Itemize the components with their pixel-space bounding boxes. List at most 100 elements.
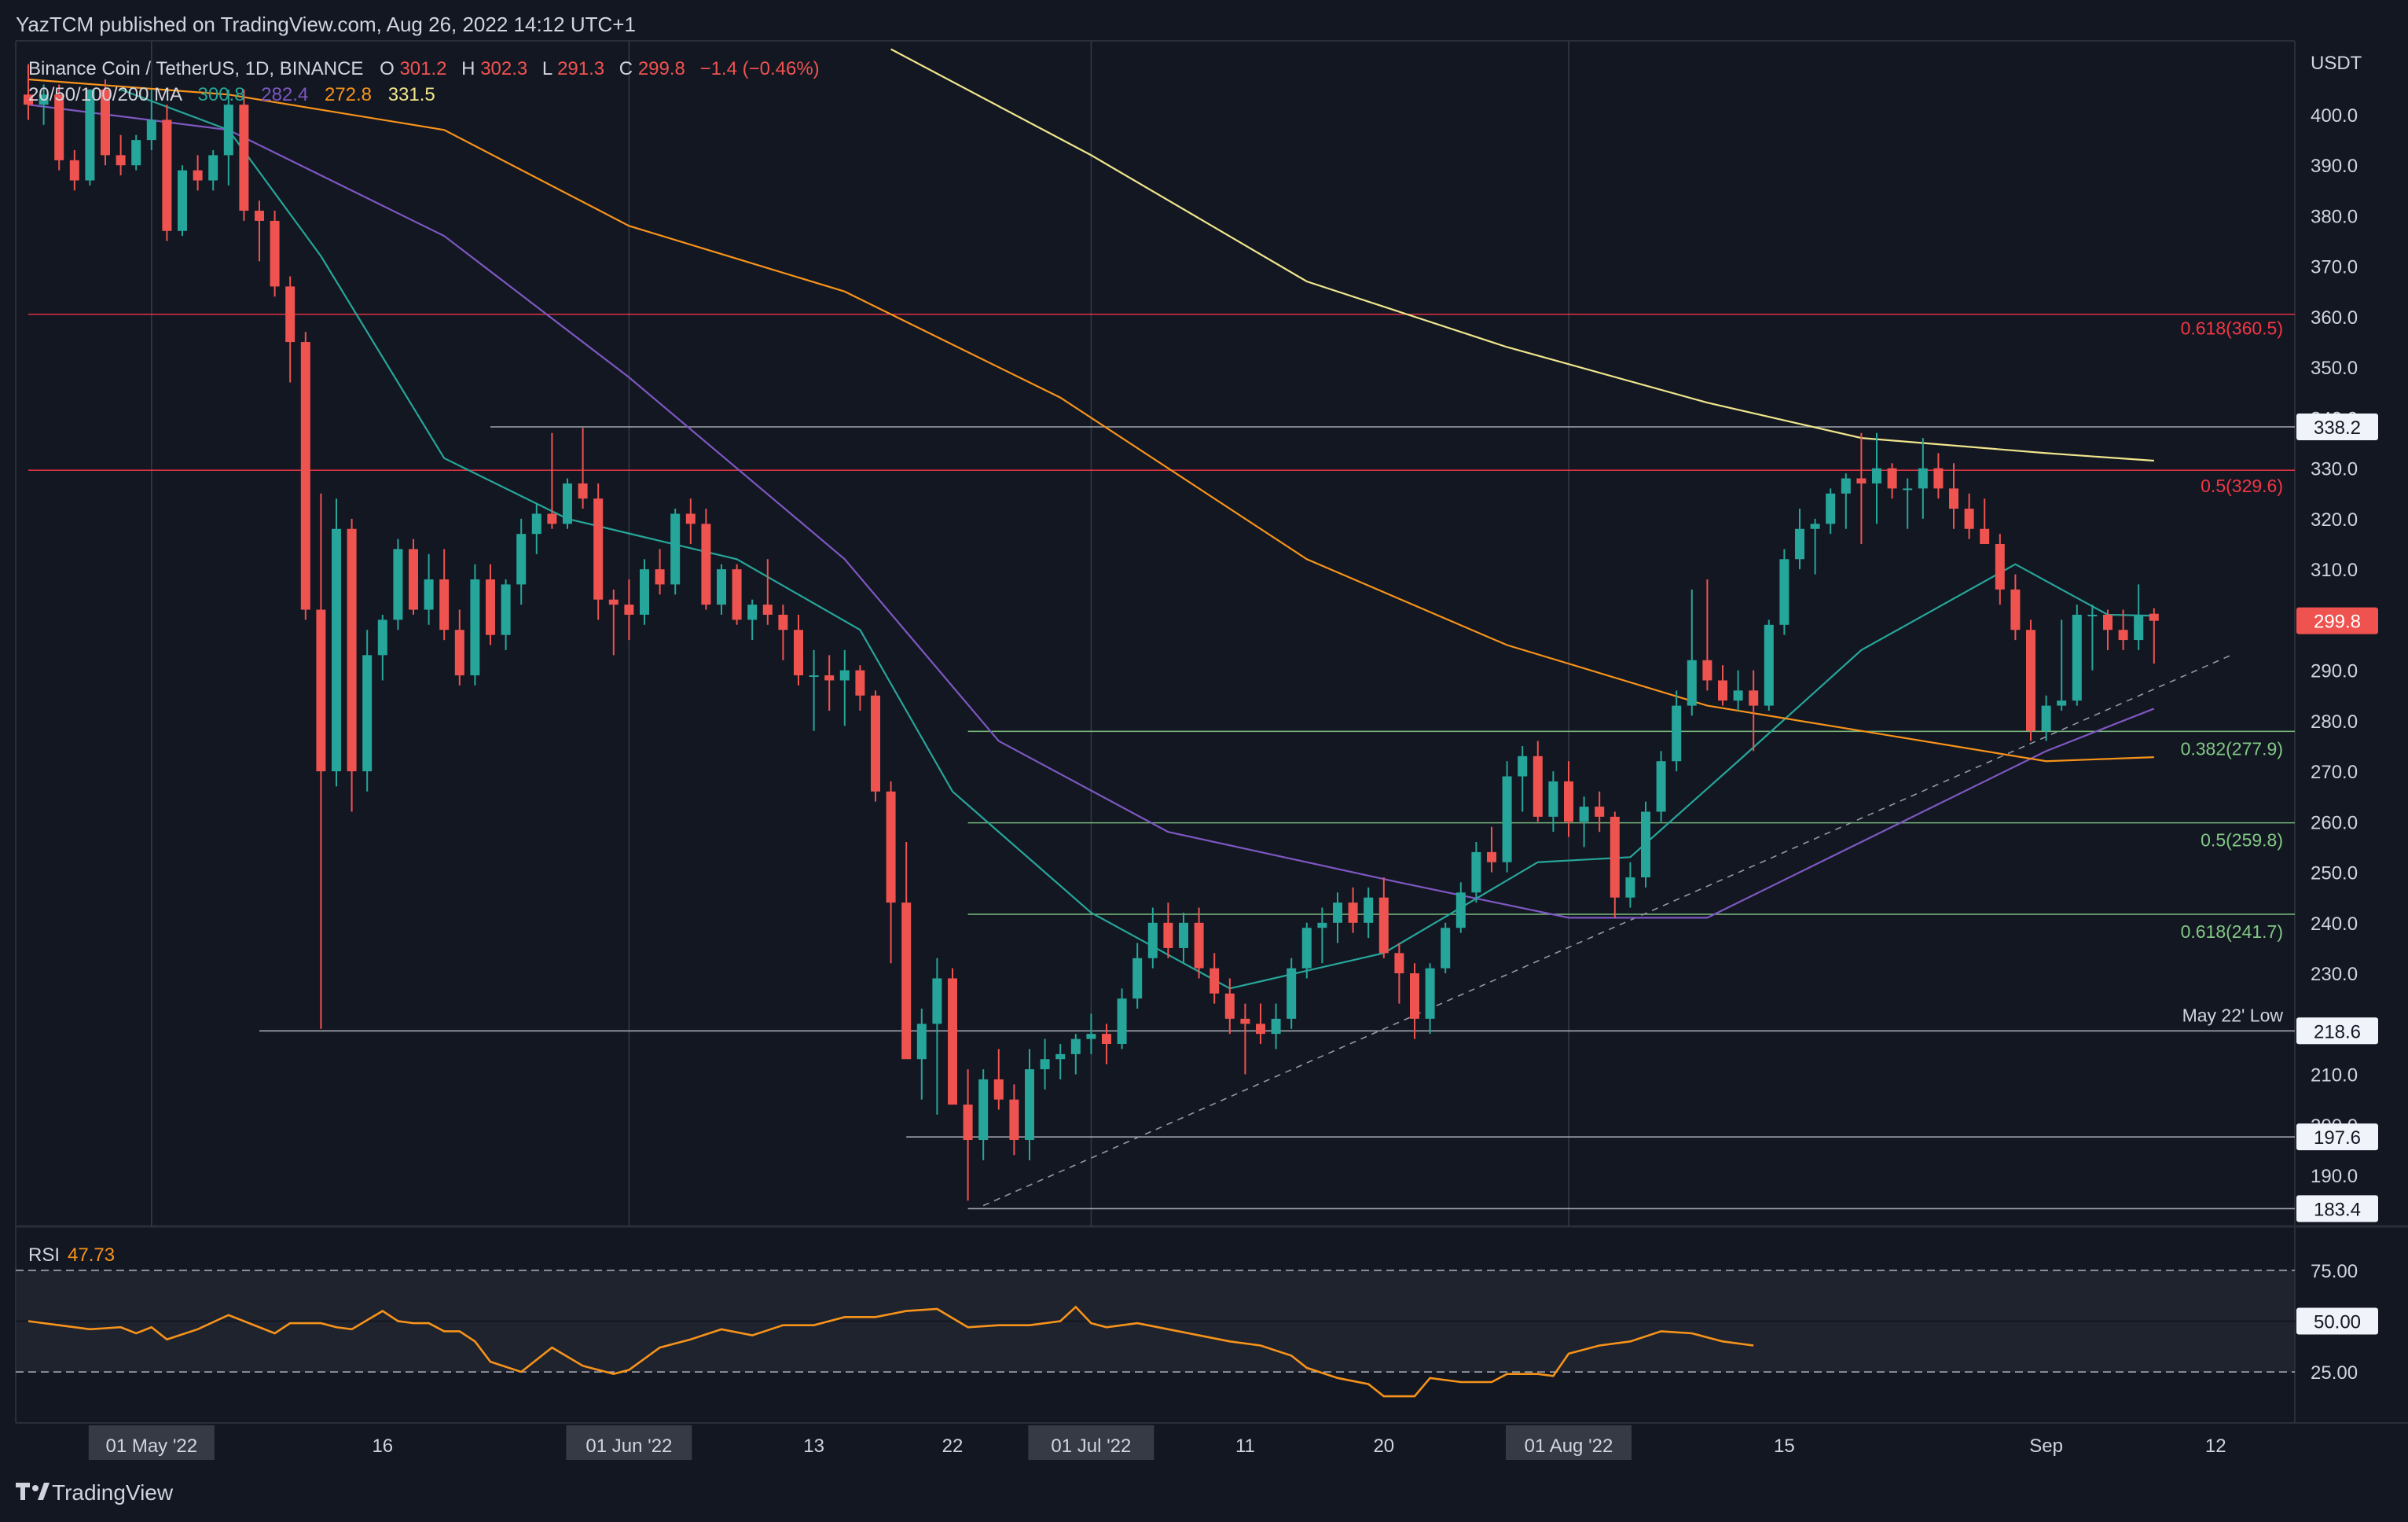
candle[interactable] bbox=[1533, 741, 1543, 822]
candle[interactable] bbox=[332, 498, 341, 787]
candle[interactable] bbox=[1903, 478, 1913, 529]
candle[interactable] bbox=[2041, 695, 2051, 741]
candle[interactable] bbox=[300, 332, 310, 620]
candle[interactable] bbox=[1055, 1043, 1066, 1079]
candle[interactable] bbox=[1564, 761, 1573, 837]
candle[interactable] bbox=[916, 1009, 927, 1100]
candle[interactable] bbox=[1132, 943, 1143, 1009]
candle[interactable] bbox=[778, 605, 788, 660]
candle[interactable] bbox=[362, 630, 373, 792]
candle[interactable] bbox=[824, 655, 835, 711]
candle[interactable] bbox=[531, 503, 541, 554]
candle[interactable] bbox=[39, 84, 49, 125]
candle[interactable] bbox=[1147, 907, 1158, 969]
candle[interactable] bbox=[1518, 745, 1528, 812]
candle[interactable] bbox=[809, 649, 819, 731]
candle[interactable] bbox=[1102, 1024, 1111, 1064]
candle[interactable] bbox=[1194, 907, 1204, 979]
candle[interactable] bbox=[624, 579, 634, 641]
candle[interactable] bbox=[1610, 811, 1620, 918]
candle[interactable] bbox=[563, 478, 572, 529]
candle[interactable] bbox=[101, 79, 110, 166]
candle[interactable] bbox=[270, 211, 280, 297]
candle[interactable] bbox=[1872, 432, 1881, 524]
candle[interactable] bbox=[239, 89, 249, 221]
candle[interactable] bbox=[901, 842, 912, 1060]
candle[interactable] bbox=[640, 559, 649, 625]
candle[interactable] bbox=[1795, 509, 1804, 570]
candle[interactable] bbox=[993, 1049, 1004, 1110]
candle[interactable] bbox=[1364, 887, 1374, 939]
candle[interactable] bbox=[948, 968, 957, 1105]
candlestick-layer[interactable] bbox=[24, 64, 2159, 1201]
candle[interactable] bbox=[393, 539, 403, 630]
candle[interactable] bbox=[2010, 574, 2021, 641]
candle[interactable] bbox=[1764, 619, 1774, 711]
candle[interactable] bbox=[1625, 862, 1635, 908]
candle[interactable] bbox=[2026, 619, 2035, 741]
candle[interactable] bbox=[1595, 791, 1605, 833]
candle[interactable] bbox=[1271, 1003, 1281, 1050]
candle[interactable] bbox=[1826, 488, 1836, 535]
candle[interactable] bbox=[2134, 584, 2144, 650]
candle[interactable] bbox=[1687, 589, 1697, 716]
candle[interactable] bbox=[1117, 988, 1127, 1050]
candle[interactable] bbox=[1810, 518, 1820, 575]
candle[interactable] bbox=[1933, 453, 1944, 499]
candle[interactable] bbox=[1841, 473, 1851, 529]
candle[interactable] bbox=[1733, 670, 1743, 711]
candle[interactable] bbox=[547, 432, 557, 529]
candle[interactable] bbox=[501, 579, 511, 650]
candle[interactable] bbox=[1070, 1034, 1081, 1075]
candle[interactable] bbox=[2118, 609, 2128, 650]
candle[interactable] bbox=[2057, 619, 2067, 711]
candle[interactable] bbox=[871, 690, 880, 802]
candle[interactable] bbox=[1240, 1003, 1250, 1075]
candle[interactable] bbox=[1333, 892, 1342, 943]
candle[interactable] bbox=[978, 1069, 989, 1160]
candle[interactable] bbox=[178, 165, 187, 237]
candle[interactable] bbox=[1749, 670, 1759, 752]
candle[interactable] bbox=[670, 509, 681, 595]
candle[interactable] bbox=[1210, 953, 1220, 1004]
candle[interactable] bbox=[2072, 605, 2082, 706]
candle[interactable] bbox=[131, 134, 141, 171]
candle[interactable] bbox=[2149, 608, 2159, 664]
candle[interactable] bbox=[1009, 1084, 1019, 1156]
candle[interactable] bbox=[1455, 882, 1466, 933]
candle[interactable] bbox=[162, 105, 172, 241]
candle[interactable] bbox=[1779, 549, 1789, 635]
candle[interactable] bbox=[608, 589, 619, 656]
candle[interactable] bbox=[1179, 912, 1188, 964]
candle[interactable] bbox=[1224, 978, 1235, 1035]
candle[interactable] bbox=[454, 609, 464, 686]
candle[interactable] bbox=[146, 89, 156, 150]
candle[interactable] bbox=[1287, 958, 1297, 1029]
candle[interactable] bbox=[1471, 842, 1481, 903]
candle[interactable] bbox=[593, 483, 604, 620]
candle[interactable] bbox=[1887, 463, 1897, 499]
candle[interactable] bbox=[1718, 665, 1727, 706]
candle[interactable] bbox=[762, 559, 773, 625]
candle[interactable] bbox=[1980, 498, 1990, 545]
candle[interactable] bbox=[1301, 922, 1312, 979]
candle[interactable] bbox=[486, 564, 495, 645]
candle[interactable] bbox=[285, 276, 295, 383]
candle[interactable] bbox=[347, 518, 357, 812]
candle[interactable] bbox=[1410, 963, 1419, 1039]
candle[interactable] bbox=[116, 134, 126, 176]
candle[interactable] bbox=[54, 84, 64, 171]
candle[interactable] bbox=[839, 649, 850, 726]
candle[interactable] bbox=[2087, 605, 2098, 671]
candle[interactable] bbox=[1672, 690, 1682, 772]
time-axis[interactable]: 01 May '22 16 01 Jun '22 13 22 01 Jul '22 11 20… bbox=[88, 1425, 2226, 1460]
candle[interactable] bbox=[1641, 801, 1650, 888]
candle[interactable] bbox=[1964, 493, 1974, 539]
candle[interactable] bbox=[963, 1069, 973, 1201]
candle[interactable] bbox=[1702, 579, 1712, 691]
candle[interactable] bbox=[1378, 877, 1389, 958]
candle[interactable] bbox=[69, 149, 79, 191]
candle[interactable] bbox=[1348, 887, 1358, 933]
candle[interactable] bbox=[1579, 796, 1589, 847]
